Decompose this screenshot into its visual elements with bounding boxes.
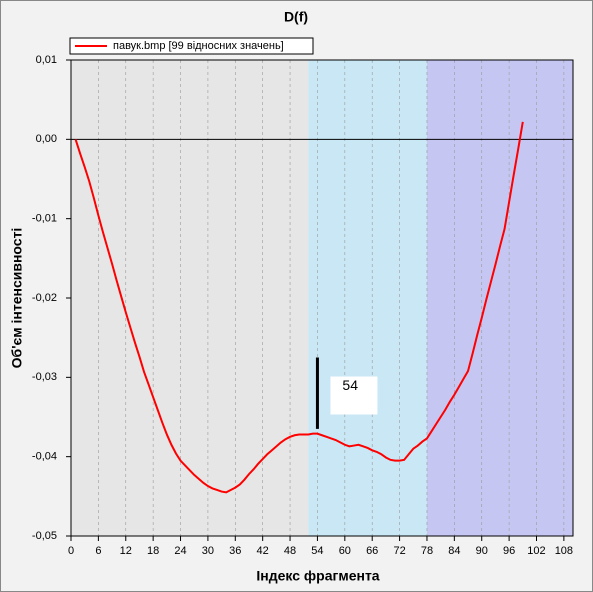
x-tick-label: 48 (284, 545, 296, 557)
y-tick-label: -0,01 (32, 213, 57, 225)
x-tick-label: 6 (95, 545, 101, 557)
region (71, 60, 309, 536)
x-tick-label: 18 (147, 545, 159, 557)
legend-box (69, 37, 314, 55)
x-tick-label: 96 (503, 545, 515, 557)
x-tick-label: 12 (120, 545, 132, 557)
x-tick-label: 90 (476, 545, 488, 557)
legend-label: павук.bmp [99 відносних значень] (113, 40, 284, 52)
x-tick-label: 30 (202, 545, 214, 557)
x-axis-label: Індекс фрагмента (256, 568, 379, 584)
x-tick-label: 102 (527, 545, 545, 557)
line-series (74, 121, 524, 494)
x-tick-label: 54 (311, 545, 323, 557)
y-tick-label: -0,03 (32, 371, 57, 383)
x-tick-label: 72 (393, 545, 405, 557)
x-tick-label: 0 (68, 545, 74, 557)
y-tick-label: -0,05 (32, 530, 57, 542)
x-tick-label: 78 (421, 545, 433, 557)
x-tick-label: 66 (366, 545, 378, 557)
x-tick-label: 24 (174, 545, 186, 557)
x-tick-label: 36 (229, 545, 241, 557)
x-tick-label: 60 (339, 545, 351, 557)
x-tick-label: 42 (257, 545, 269, 557)
y-tick-label: -0,04 (32, 451, 57, 463)
y-tick-label: -0,02 (32, 292, 57, 304)
annotation-box (330, 376, 378, 415)
chart-title: D(f) (284, 9, 308, 25)
x-tick-label: 84 (448, 545, 460, 557)
region (426, 60, 573, 536)
region (308, 60, 427, 536)
x-tick-label: 108 (555, 545, 573, 557)
y-tick-label: 0,00 (36, 133, 57, 145)
y-tick-label: 0,01 (36, 54, 57, 66)
plot-border (70, 59, 574, 537)
y-axis-label: Об'єм інтенсивності (9, 228, 25, 369)
annotation-label: 54 (342, 377, 358, 393)
